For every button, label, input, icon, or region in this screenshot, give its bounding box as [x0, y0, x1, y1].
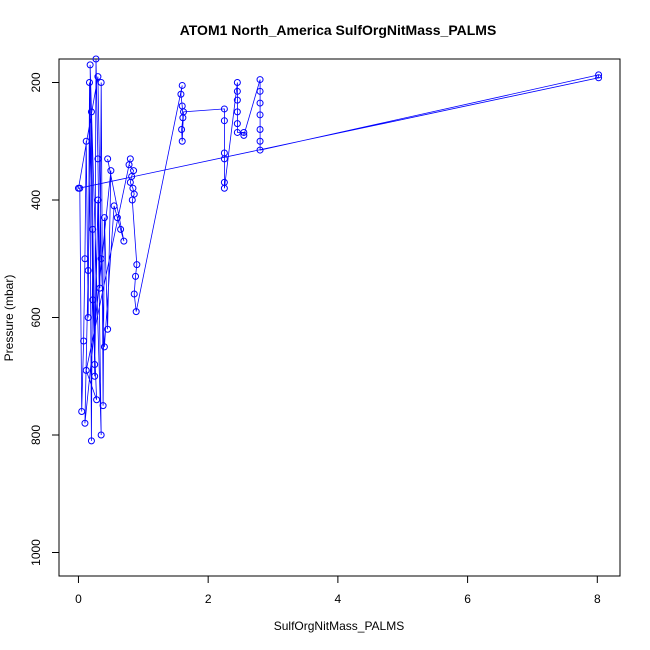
data-point	[104, 155, 112, 163]
data-points	[74, 55, 603, 445]
series-lines	[78, 58, 599, 441]
data-point	[220, 117, 228, 125]
data-point	[233, 87, 241, 95]
data-point	[132, 308, 140, 316]
data-point	[220, 184, 228, 192]
data-point	[80, 337, 88, 345]
data-point	[84, 314, 92, 321]
data-point	[178, 81, 186, 89]
data-point	[233, 108, 241, 116]
plot-frame	[58, 58, 621, 577]
data-point	[74, 184, 82, 192]
data-point	[87, 108, 95, 116]
data-point	[86, 61, 94, 69]
y-tick-label: 1000	[29, 539, 43, 566]
data-point	[99, 402, 107, 410]
data-point	[89, 296, 97, 304]
data-point	[133, 261, 141, 269]
x-tick-label: 6	[464, 592, 471, 606]
data-point	[256, 87, 264, 95]
data-point	[256, 99, 264, 107]
data-point	[110, 202, 118, 210]
data-point	[256, 146, 264, 154]
x-axis-label: SulfOrgNitMass_PALMS	[274, 619, 404, 633]
data-point	[107, 167, 115, 175]
data-point	[100, 343, 108, 351]
data-point	[97, 255, 105, 263]
data-point	[130, 290, 138, 298]
data-point	[87, 437, 95, 445]
data-point	[97, 431, 105, 439]
data-point	[94, 73, 102, 81]
data-point	[256, 76, 264, 84]
data-point	[94, 155, 102, 163]
y-tick-label: 800	[29, 425, 43, 445]
x-tick-label: 4	[335, 592, 342, 606]
data-point	[233, 79, 241, 86]
data-point	[177, 90, 185, 98]
data-point	[104, 325, 112, 333]
data-point	[256, 137, 264, 145]
data-point	[78, 408, 86, 415]
data-point	[82, 366, 90, 374]
data-point	[94, 196, 102, 204]
data-point	[81, 255, 89, 263]
data-point	[180, 108, 188, 116]
data-point	[97, 79, 105, 86]
data-point	[256, 126, 264, 133]
data-point	[100, 214, 108, 222]
data-point	[220, 105, 228, 113]
data-point	[240, 128, 248, 136]
data-point	[233, 96, 241, 104]
data-point	[595, 74, 603, 82]
data-point	[84, 267, 92, 274]
data-point	[120, 237, 128, 245]
data-point	[96, 284, 104, 292]
y-tick-label: 600	[29, 307, 43, 327]
data-point	[178, 137, 186, 145]
data-point	[82, 137, 90, 145]
data-point	[595, 71, 603, 79]
data-point	[125, 161, 133, 169]
data-point	[85, 79, 93, 86]
chart-title: ATOM1 North_America SulfOrgNitMass_PALMS	[180, 22, 497, 38]
data-point	[91, 372, 99, 380]
data-point	[132, 272, 140, 280]
x-tick-label: 2	[205, 592, 212, 606]
data-point	[89, 225, 97, 233]
data-point	[93, 396, 101, 404]
data-point	[91, 361, 99, 368]
data-point	[117, 225, 125, 233]
series-line	[78, 58, 599, 441]
x-tick-label: 0	[75, 592, 82, 606]
data-point	[220, 155, 228, 163]
y-axis: 200 400 600 800 1000	[29, 72, 60, 566]
data-point	[233, 120, 241, 128]
data-point	[240, 131, 248, 139]
data-point	[128, 196, 136, 204]
data-point	[81, 419, 89, 427]
y-tick-label: 200	[29, 72, 43, 92]
y-axis-label: Pressure (mbar)	[2, 275, 16, 362]
data-point	[113, 214, 121, 222]
y-tick-label: 400	[29, 190, 43, 210]
x-tick-label: 8	[594, 592, 601, 606]
data-point	[126, 178, 134, 186]
data-point	[126, 155, 134, 163]
x-axis: 0 2 4 6 8	[75, 575, 601, 606]
data-point	[92, 55, 100, 63]
data-point	[256, 111, 264, 119]
data-point	[178, 126, 186, 133]
